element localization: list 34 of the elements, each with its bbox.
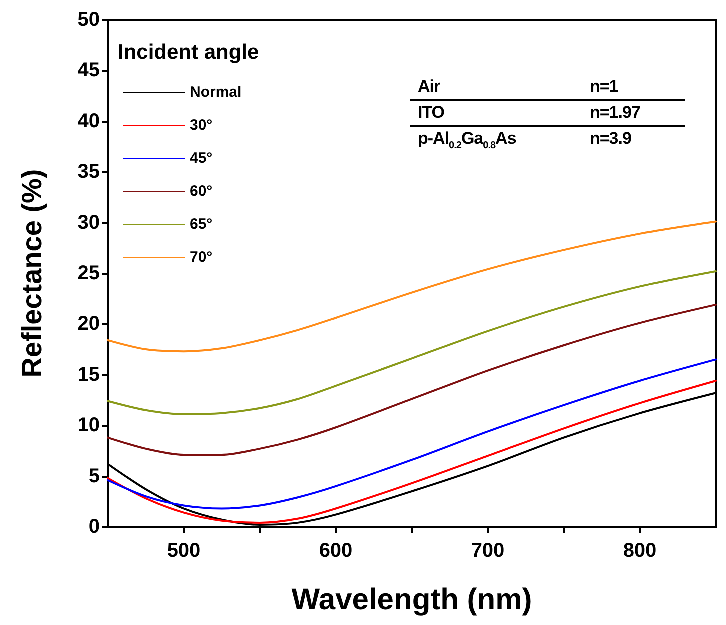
y-tick-label: 35 bbox=[78, 161, 100, 184]
y-tick-label: 15 bbox=[78, 364, 100, 386]
line-series bbox=[107, 304, 717, 456]
y-tick-label: 30 bbox=[78, 212, 100, 234]
y-axis-title: Reflectance (%) bbox=[16, 169, 48, 378]
legend-title: Incident angle bbox=[118, 41, 260, 64]
x-tick-label: 800 bbox=[623, 540, 657, 562]
legend-label: 65° bbox=[190, 216, 213, 233]
annotation: p-Al$_{0.2}$Ga$_{0.8}$As bbox=[417, 129, 516, 152]
legend-label: Normal bbox=[190, 84, 242, 101]
y-tick-label: 45 bbox=[78, 60, 100, 82]
legend-label: 70° bbox=[190, 249, 213, 266]
y-tick-label: 10 bbox=[78, 414, 100, 437]
y-tick-label: 25 bbox=[78, 262, 100, 284]
y-tick-label: 5 bbox=[88, 465, 100, 488]
y-tick-label: 40 bbox=[78, 110, 100, 132]
y-tick-label: 0 bbox=[88, 516, 100, 538]
x-tick-label: 600 bbox=[319, 540, 353, 562]
annotation: ITO bbox=[417, 103, 445, 123]
annotation: n=1.97 bbox=[590, 103, 642, 123]
y-tick-label: 20 bbox=[78, 313, 100, 336]
line-series bbox=[107, 220, 717, 353]
line-series bbox=[107, 270, 717, 416]
x-axis-title: Wavelength (nm) bbox=[292, 584, 532, 616]
x-tick-label: 500 bbox=[167, 540, 201, 562]
annotation: n=1 bbox=[590, 77, 620, 97]
annotation: Air bbox=[417, 77, 440, 97]
annotation: n=3.9 bbox=[590, 129, 632, 150]
line-series bbox=[107, 358, 717, 510]
legend-label: 45° bbox=[190, 150, 213, 167]
legend-label: 30° bbox=[190, 117, 213, 134]
x-tick-label: 700 bbox=[471, 540, 505, 562]
legend-label: 60° bbox=[190, 183, 213, 200]
y-tick-label: 50 bbox=[78, 9, 100, 31]
